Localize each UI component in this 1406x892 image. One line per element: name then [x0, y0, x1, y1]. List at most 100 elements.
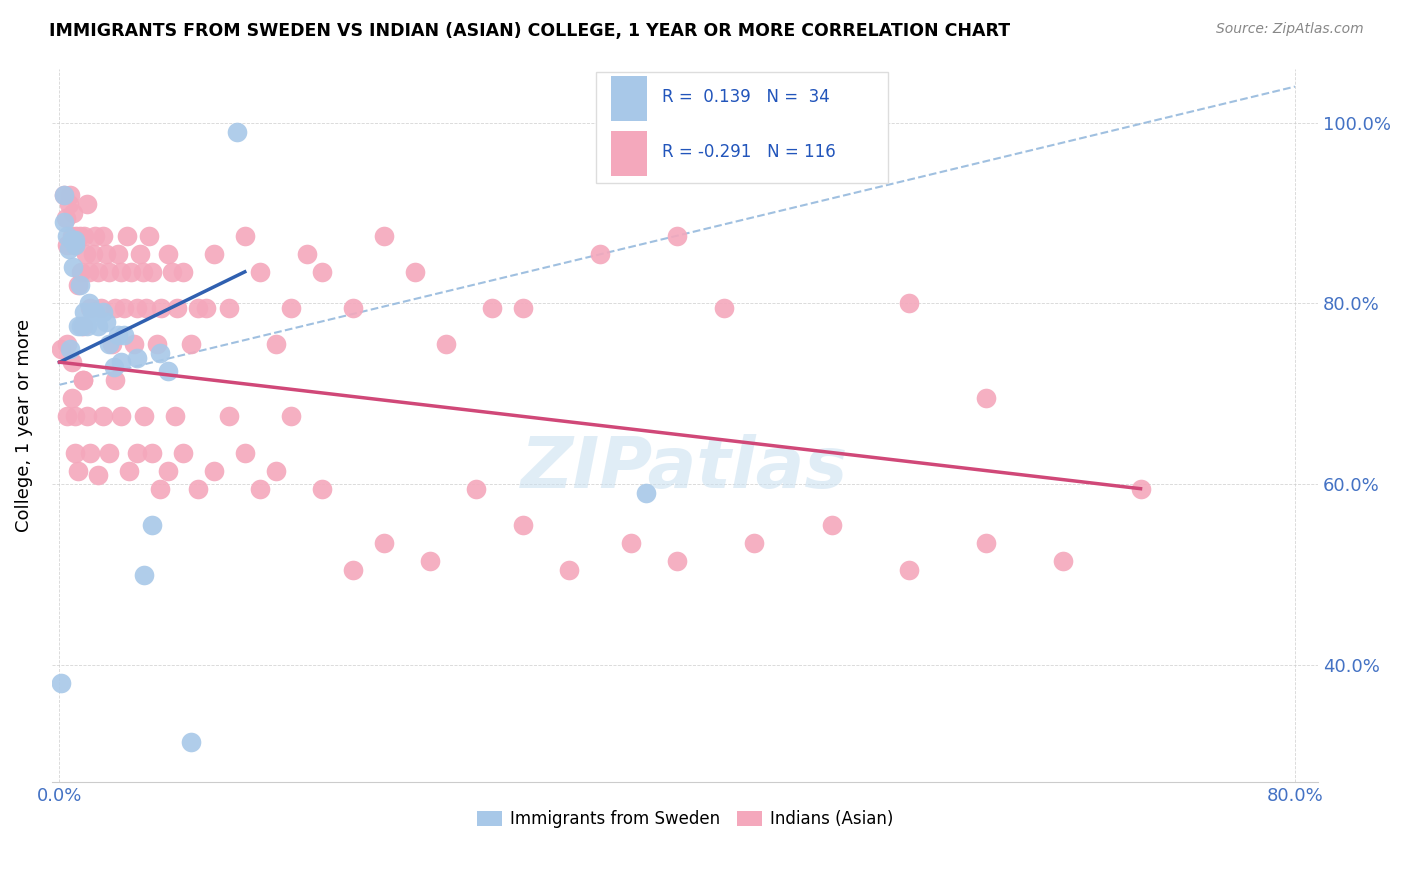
Point	[63, 409, 86, 424]
Bar	[612, 131, 647, 176]
Point	[63, 233, 86, 247]
Text: IMMIGRANTS FROM SWEDEN VS INDIAN (ASIAN) COLLEGE, 1 YEAR OR MORE CORRELATION CHA: IMMIGRANTS FROM SWEDEN VS INDIAN (ASIAN)…	[49, 22, 1011, 40]
Point	[202, 464, 225, 478]
Point	[128, 246, 150, 260]
Point	[75, 246, 97, 260]
Point	[558, 563, 581, 577]
Point	[79, 445, 101, 459]
Bar	[612, 77, 647, 120]
Point	[94, 246, 117, 260]
Point	[187, 482, 209, 496]
Point	[63, 237, 86, 252]
Point	[666, 228, 689, 243]
Text: Source: ZipAtlas.com: Source: ZipAtlas.com	[1216, 22, 1364, 37]
Point	[91, 228, 114, 243]
Point	[974, 392, 997, 406]
Point	[122, 337, 145, 351]
Point	[63, 445, 86, 459]
Point	[404, 265, 426, 279]
Point	[264, 337, 287, 351]
Point	[195, 301, 218, 315]
Point	[897, 296, 920, 310]
Point	[60, 392, 83, 406]
Point	[80, 305, 103, 319]
Point	[97, 265, 120, 279]
Point	[84, 228, 107, 243]
Point	[55, 211, 77, 225]
Point	[65, 228, 87, 243]
Point	[101, 337, 124, 351]
Point	[125, 301, 148, 315]
Point	[49, 676, 72, 690]
Point	[56, 337, 79, 351]
Point	[620, 536, 643, 550]
Point	[974, 536, 997, 550]
Point	[63, 237, 86, 252]
Y-axis label: College, 1 year or more: College, 1 year or more	[15, 318, 32, 532]
Point	[141, 517, 163, 532]
Point	[141, 445, 163, 459]
Point	[56, 237, 79, 252]
Point	[342, 563, 364, 577]
Point	[76, 319, 98, 334]
Point	[60, 355, 83, 369]
Point	[134, 567, 156, 582]
Point	[249, 482, 271, 496]
Point	[160, 265, 183, 279]
Point	[53, 188, 76, 202]
Point	[233, 445, 256, 459]
Point	[713, 301, 735, 315]
Point	[112, 328, 135, 343]
Point	[897, 563, 920, 577]
Point	[87, 319, 110, 334]
Point	[70, 319, 93, 334]
Point	[77, 296, 100, 310]
Point	[373, 228, 395, 243]
Point	[69, 228, 91, 243]
Point	[118, 464, 141, 478]
Point	[481, 301, 503, 315]
Point	[49, 342, 72, 356]
Point	[112, 301, 135, 315]
Point	[87, 468, 110, 483]
Point	[149, 346, 172, 360]
Point	[60, 233, 83, 247]
Point	[72, 373, 94, 387]
Point	[166, 301, 188, 315]
Point	[264, 464, 287, 478]
Point	[110, 409, 132, 424]
Point	[280, 409, 302, 424]
FancyBboxPatch shape	[596, 72, 887, 183]
Point	[97, 337, 120, 351]
Point	[821, 517, 844, 532]
Point	[62, 206, 84, 220]
Point	[110, 355, 132, 369]
Point	[465, 482, 488, 496]
Point	[73, 228, 96, 243]
Point	[94, 314, 117, 328]
Point	[125, 445, 148, 459]
Point	[156, 246, 179, 260]
Point	[53, 188, 76, 202]
Point	[373, 536, 395, 550]
Point	[53, 215, 76, 229]
Point	[434, 337, 457, 351]
Point	[59, 188, 82, 202]
Point	[156, 464, 179, 478]
Point	[69, 278, 91, 293]
Point	[172, 265, 194, 279]
Point	[56, 409, 79, 424]
Point	[187, 301, 209, 315]
Point	[150, 301, 173, 315]
Point	[134, 409, 156, 424]
Point	[76, 197, 98, 211]
Point	[202, 246, 225, 260]
Point	[91, 409, 114, 424]
Point	[180, 337, 202, 351]
Point	[295, 246, 318, 260]
Point	[135, 301, 157, 315]
Point	[280, 301, 302, 315]
Point	[60, 228, 83, 243]
Point	[117, 228, 139, 243]
Point	[226, 125, 249, 139]
